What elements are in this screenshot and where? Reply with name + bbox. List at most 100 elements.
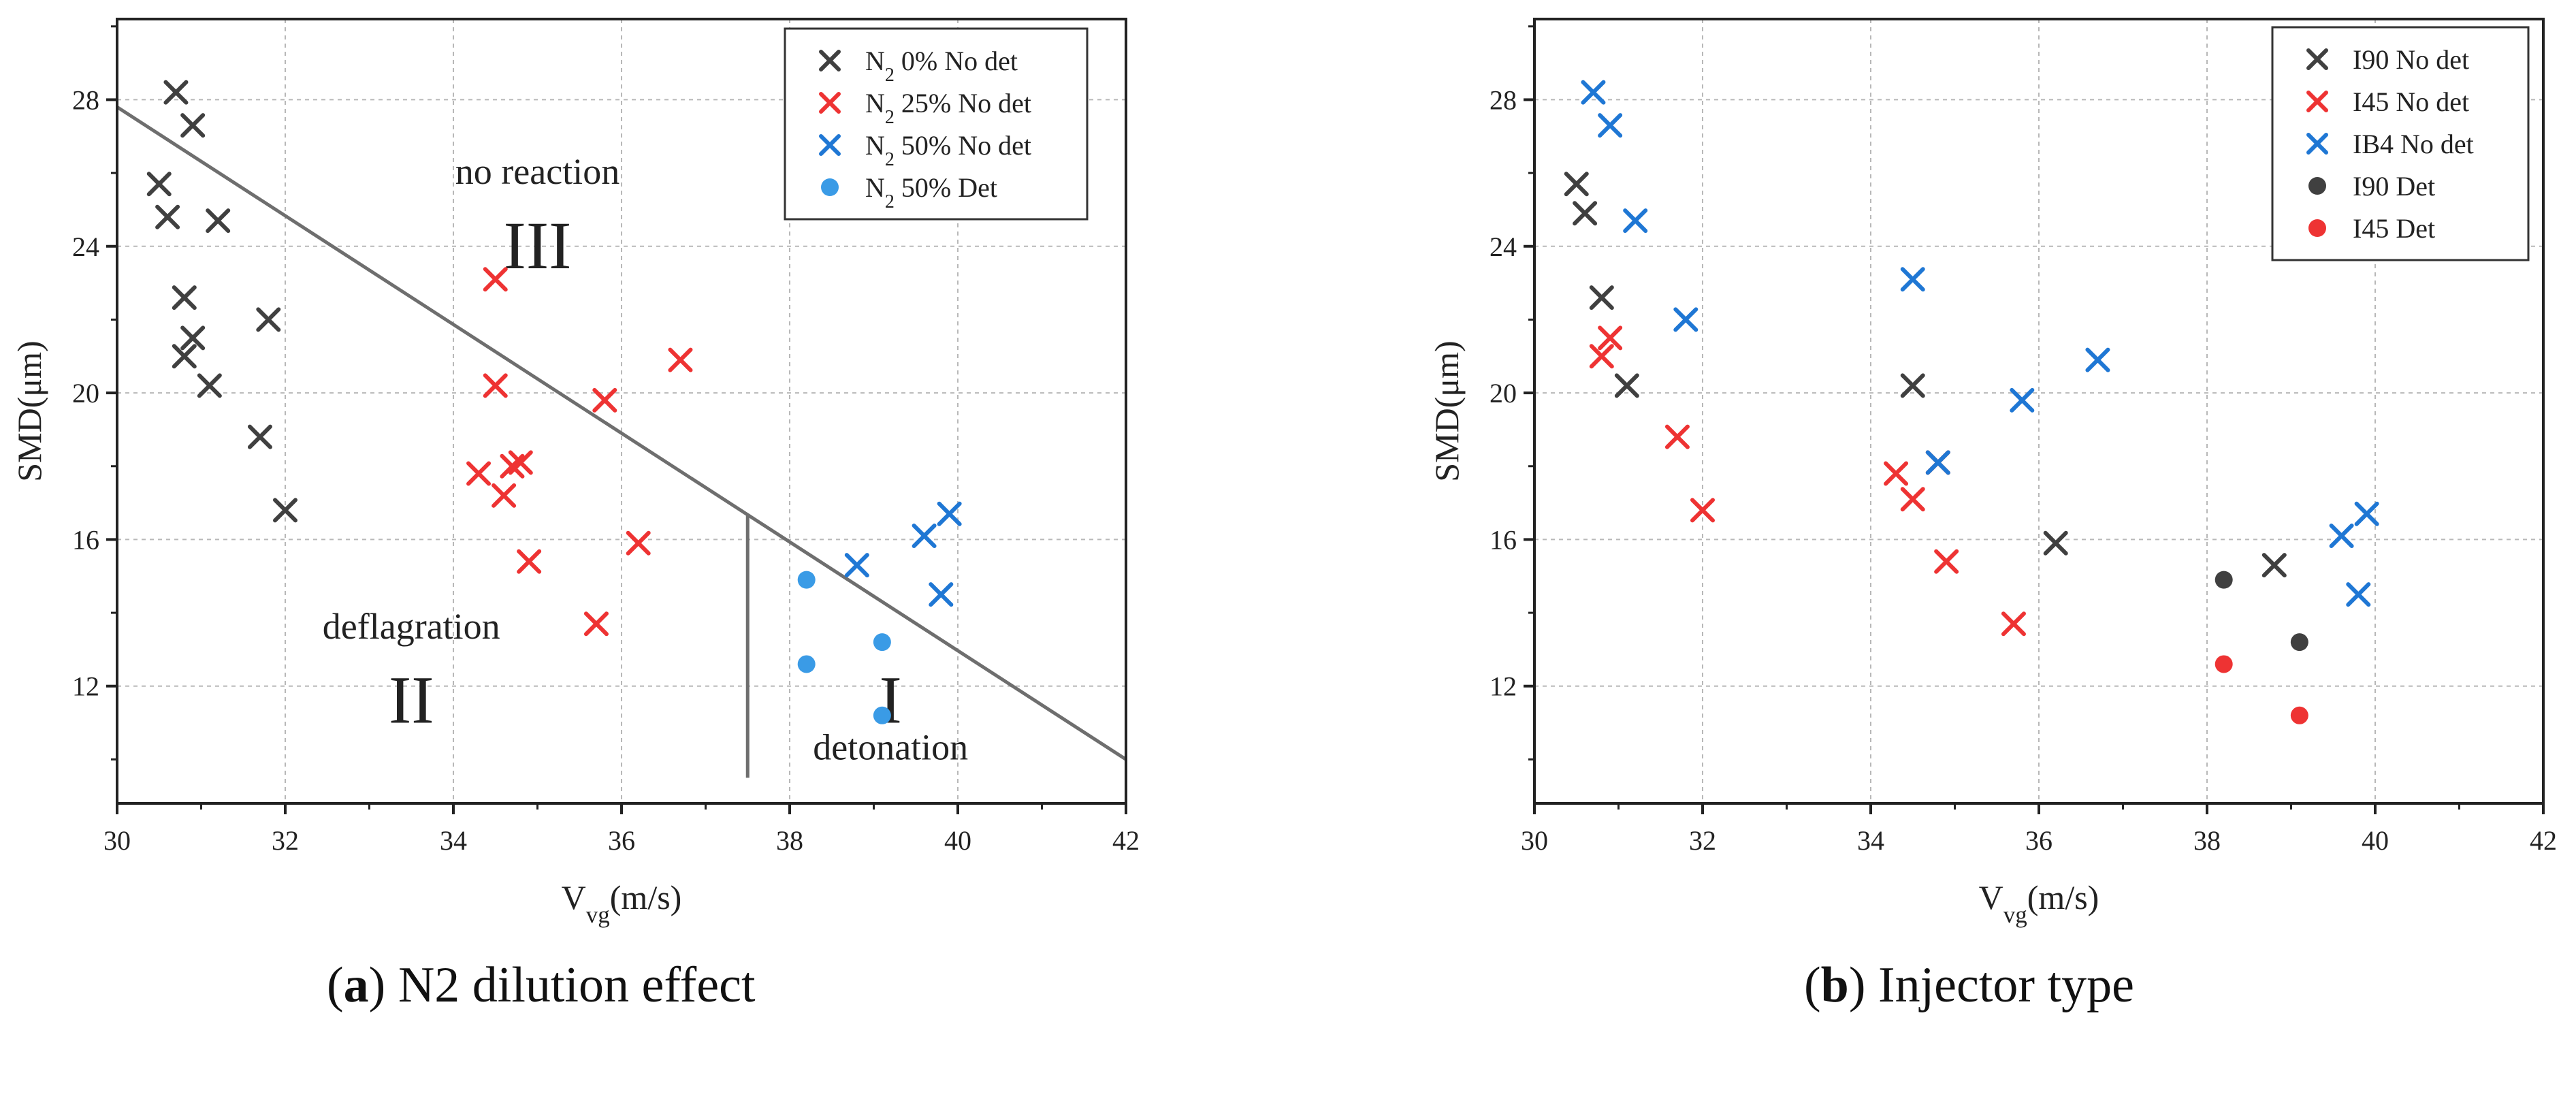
data-point-x-stroke-2 xyxy=(1673,307,1698,332)
annotation-no-reaction: no reaction xyxy=(455,151,619,192)
x-tick-label: 34 xyxy=(1857,825,1884,856)
data-point-x-stroke-2 xyxy=(155,204,180,229)
legend-entry: N2 0% No det xyxy=(819,46,1018,86)
x-tick-label: 30 xyxy=(1521,825,1548,856)
annotation-i: I xyxy=(880,662,902,738)
data-point-dot xyxy=(2290,633,2308,652)
data-point-x xyxy=(592,387,617,413)
data-point-x-stroke-2 xyxy=(844,553,869,578)
data-point-x xyxy=(1673,307,1698,332)
data-point-dot xyxy=(873,706,891,724)
annotation-detonation: detonation xyxy=(813,726,968,767)
data-point-x-stroke-2 xyxy=(1589,285,1614,310)
y-axis: 12 16 20 24 28 xyxy=(72,25,117,760)
data-point-x-stroke-2 xyxy=(1664,424,1690,449)
annotation-iii: III xyxy=(504,208,572,283)
x-tick-label: 38 xyxy=(2193,825,2221,856)
data-point-x xyxy=(172,344,197,369)
chart-b: 30 32 34 36 38 40 42 12 16 20 24 28 SMD(μm) Vvg(m/s) I… xyxy=(1428,18,2557,928)
data-point-x-stroke-2 xyxy=(929,582,954,607)
legend-entry: N2 25% No det xyxy=(819,88,1031,128)
legend-label-rest: 50% No det xyxy=(895,130,1031,161)
data-point-x xyxy=(247,424,272,449)
data-point-x xyxy=(2354,501,2379,526)
data-point-x-stroke-2 xyxy=(273,498,297,523)
series-i90-no-det xyxy=(1564,172,2287,578)
gridlines xyxy=(1534,19,2543,803)
data-point-x-stroke-2 xyxy=(256,307,281,332)
data-point-x xyxy=(492,483,517,508)
data-point-x xyxy=(1925,450,1950,475)
caption-b: (b) Injector type xyxy=(1804,957,2134,1013)
data-point-x-stroke-2 xyxy=(172,285,197,310)
data-point-x xyxy=(1598,113,1623,138)
legend-label-main: I45 Det xyxy=(2353,213,2435,244)
data-point-x-stroke-2 xyxy=(626,530,651,556)
data-point-x-stroke-2 xyxy=(1564,172,1589,197)
caption-a: (a) N2 dilution effect xyxy=(327,957,756,1013)
legend-entry: I45 Det xyxy=(2308,213,2435,244)
data-point-x xyxy=(1573,201,1598,226)
y-tick-label: 12 xyxy=(1490,671,1517,702)
legend-entry: N2 50% No det xyxy=(819,130,1031,170)
y-axis: 12 16 20 24 28 xyxy=(1490,25,1534,760)
data-point-x xyxy=(172,285,197,310)
data-point-x xyxy=(929,582,954,607)
data-point-x xyxy=(1900,267,1925,292)
caption-b-letter: b xyxy=(1820,957,1849,1013)
data-point-x-stroke-2 xyxy=(172,344,197,369)
data-point-x-stroke-2 xyxy=(500,453,525,479)
data-point-x-stroke-2 xyxy=(2043,530,2068,556)
data-point-x xyxy=(483,373,508,398)
data-point-x-stroke-2 xyxy=(937,501,962,526)
data-point-x xyxy=(180,113,206,138)
y-tick-label: 20 xyxy=(72,378,99,409)
legend-marker-x-stroke-2 xyxy=(819,50,841,71)
data-point-x-stroke-2 xyxy=(180,113,206,138)
data-point-x xyxy=(583,611,609,637)
x-axis-label: Vvg(m/s) xyxy=(1979,878,2099,928)
x-tick-label: 42 xyxy=(2530,825,2557,856)
data-point-x xyxy=(517,549,542,574)
data-point-x xyxy=(844,553,869,578)
data-point-x xyxy=(197,373,222,398)
legend-label-sub: 2 xyxy=(885,107,895,128)
chart-a: 30 32 34 36 38 40 42 12 16 20 24 28 SMD(μm) Vvg(m/s) n… xyxy=(10,18,1140,928)
data-point-x-stroke-2 xyxy=(466,461,492,486)
legend-label: N2 50% No det xyxy=(865,130,1031,170)
x-axis-label-main: V xyxy=(1979,878,2003,916)
series-i90-det xyxy=(2215,571,2308,652)
data-point-x-stroke-2 xyxy=(2085,347,2110,372)
x-axis-label-sub: vg xyxy=(2003,901,2027,928)
y-tick-label: 24 xyxy=(72,231,99,262)
data-point-x-stroke-2 xyxy=(1573,201,1598,226)
legend-label-main: N xyxy=(865,172,885,203)
x-tick-label: 32 xyxy=(272,825,299,856)
data-point-x xyxy=(256,307,281,332)
legend-entry: I90 No det xyxy=(2306,44,2469,75)
data-point-x xyxy=(483,267,508,292)
data-point-x xyxy=(912,524,937,549)
data-point-x xyxy=(500,453,525,479)
data-point-x-stroke-2 xyxy=(1581,80,1606,105)
legend-label: I90 No det xyxy=(2353,44,2469,75)
data-point-x xyxy=(1884,461,1909,486)
x-tick-label: 38 xyxy=(776,825,803,856)
data-point-x xyxy=(1900,373,1925,398)
data-point-x xyxy=(163,80,189,105)
data-point-x xyxy=(2085,347,2110,372)
legend-label: I45 No det xyxy=(2353,86,2469,117)
legend-marker-dot xyxy=(2308,219,2326,237)
data-point-x-stroke-2 xyxy=(483,267,508,292)
series-n2-25-no-det xyxy=(466,267,693,637)
data-point-x-stroke-2 xyxy=(583,611,609,637)
data-point-x-stroke-2 xyxy=(1623,208,1648,234)
series-n2-0-no-det xyxy=(146,80,297,523)
data-point-x xyxy=(206,208,231,234)
series-i45-det xyxy=(2215,655,2308,724)
legend-label-main: I45 No det xyxy=(2353,86,2469,117)
data-point-x xyxy=(146,172,172,197)
data-point-dot xyxy=(2290,706,2308,724)
data-point-x-stroke-2 xyxy=(2261,553,2287,578)
data-point-x-stroke-2 xyxy=(592,387,617,413)
